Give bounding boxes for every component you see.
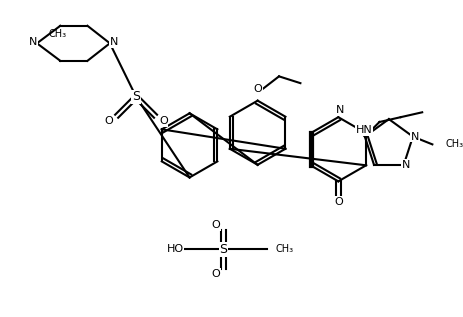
- Text: O: O: [104, 116, 113, 126]
- Text: O: O: [159, 116, 167, 126]
- Text: CH₃: CH₃: [49, 29, 67, 39]
- Text: N: N: [410, 132, 418, 142]
- Text: N: N: [400, 160, 409, 170]
- Text: N: N: [335, 105, 344, 115]
- Text: HO: HO: [166, 244, 183, 255]
- Text: N: N: [29, 37, 37, 47]
- Text: S: S: [132, 90, 140, 103]
- Text: O: O: [211, 220, 220, 230]
- Text: O: O: [211, 269, 220, 279]
- Text: HN: HN: [355, 125, 372, 135]
- Text: N: N: [109, 37, 118, 47]
- Text: O: O: [333, 197, 342, 207]
- Text: CH₃: CH₃: [445, 139, 463, 149]
- Text: S: S: [219, 243, 227, 256]
- Text: O: O: [253, 84, 262, 94]
- Text: CH₃: CH₃: [275, 244, 293, 255]
